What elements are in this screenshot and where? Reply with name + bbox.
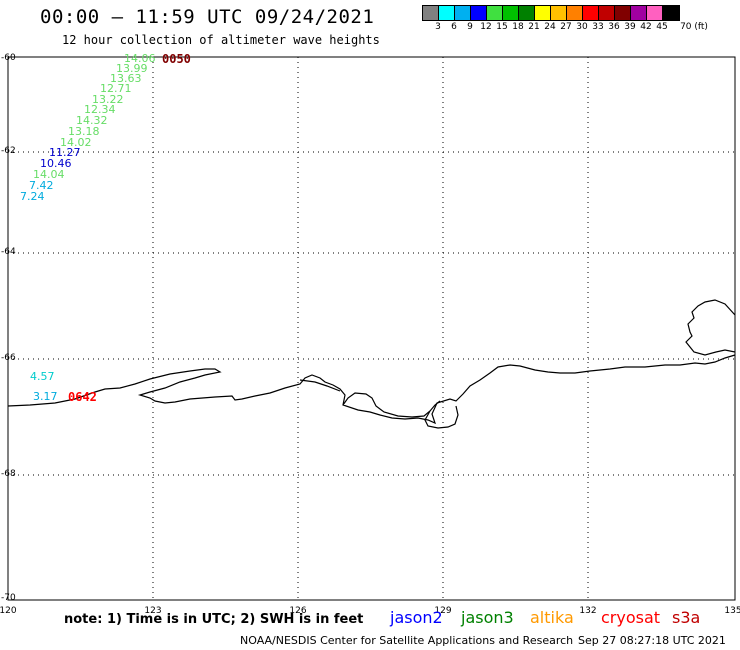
scale-swatch <box>567 6 583 20</box>
x-tick-label: 129 <box>434 606 451 616</box>
x-tick-label: 126 <box>289 606 306 616</box>
scale-label: 27 <box>560 22 572 32</box>
observations: 14.0613.9913.6312.7113.2212.3414.3213.18… <box>20 52 156 403</box>
scale-swatch <box>551 6 567 20</box>
coastline <box>7 354 736 425</box>
scale-label: 24 <box>544 22 556 32</box>
scale-label: 33 <box>592 22 604 32</box>
time-label: 0642 <box>68 390 97 404</box>
wave-height-value: 11.27 <box>49 146 81 159</box>
scale-swatch <box>487 6 503 20</box>
wave-height-value: 3.17 <box>33 390 58 403</box>
scale-swatch <box>663 6 679 20</box>
scale-swatch <box>471 6 487 20</box>
coastline-cape <box>424 405 459 429</box>
scale-label: 30 <box>576 22 588 32</box>
wave-height-value: 13.63 <box>110 72 142 85</box>
coastline-bay <box>342 392 441 418</box>
coastline-inner <box>299 379 341 392</box>
wave-height-value: 7.24 <box>20 190 45 203</box>
color-scale <box>422 5 680 21</box>
y-tick-label: -60 <box>1 53 16 63</box>
wave-height-value: 13.99 <box>116 62 148 75</box>
wave-height-value: 14.04 <box>33 168 65 181</box>
scale-label: 18 <box>512 22 524 32</box>
color-scale-labels: 3 6 9 12 15 18 21 24 27 30 33 36 39 42 45 70 (ft) <box>422 22 740 34</box>
page-title: 00:00 – 11:59 UTC 09/24/2021 <box>40 6 375 28</box>
scale-swatch <box>615 6 631 20</box>
y-tick-label: -66 <box>1 353 16 363</box>
wave-height-value: 7.42 <box>29 179 54 192</box>
wave-height-value: 10.46 <box>40 157 72 170</box>
satellite-legend-item: jason2 <box>390 608 443 627</box>
gridlines <box>8 57 735 600</box>
wave-height-value: 4.57 <box>30 370 55 383</box>
x-tick-label: 135 <box>724 606 740 616</box>
scale-label: 36 <box>608 22 620 32</box>
wave-height-value: 13.18 <box>68 125 100 138</box>
wave-height-value: 13.22 <box>92 93 124 106</box>
x-axis-ticks: 120 123 126 129 132 135 <box>0 606 740 616</box>
wave-height-value: 14.32 <box>76 114 108 127</box>
note-text: note: 1) Time is in UTC; 2) SWH is in fe… <box>64 612 364 627</box>
wave-height-value: 14.02 <box>60 136 92 149</box>
y-axis-ticks: -60 -62 -64 -66 -68 -70 <box>1 53 16 603</box>
scale-label: 70 (ft) <box>680 22 708 32</box>
y-tick-label: -64 <box>1 247 16 257</box>
scale-swatch <box>599 6 615 20</box>
satellite-legend-item: altika <box>530 608 574 627</box>
scale-swatch <box>631 6 647 20</box>
wave-height-value: 12.34 <box>84 103 116 116</box>
y-tick-label: -62 <box>1 146 16 156</box>
scale-label: 12 <box>480 22 492 32</box>
scale-swatch <box>423 6 439 20</box>
map-frame <box>7 56 736 601</box>
scale-label: 39 <box>624 22 636 32</box>
scale-label: 45 <box>656 22 668 32</box>
time-label: 0050 <box>162 52 191 66</box>
satellite-legend-item: s3a <box>672 608 701 627</box>
y-tick-label: -68 <box>1 469 16 479</box>
coastline-east <box>685 299 736 356</box>
satellite-legend-item: jason3 <box>461 608 514 627</box>
scale-label: 6 <box>451 22 457 32</box>
time-labels: 0050 0642 <box>68 52 191 404</box>
satellite-legend-item: cryosat <box>601 608 661 627</box>
credit-timestamp: Sep 27 08:27:18 UTC 2021 <box>578 634 726 647</box>
scale-swatch <box>519 6 535 20</box>
scale-swatch <box>583 6 599 20</box>
scale-swatch <box>535 6 551 20</box>
scale-label: 42 <box>640 22 652 32</box>
scale-swatch <box>439 6 455 20</box>
wave-height-value: 14.06 <box>124 52 156 65</box>
scale-label: 21 <box>528 22 540 32</box>
x-tick-label: 120 <box>0 606 17 616</box>
scale-label: 9 <box>467 22 473 32</box>
y-tick-label: -70 <box>1 593 16 603</box>
scale-swatch <box>647 6 663 20</box>
x-tick-label: 132 <box>579 606 596 616</box>
scale-label: 3 <box>435 22 441 32</box>
scale-swatch <box>503 6 519 20</box>
x-tick-label: 123 <box>144 606 161 616</box>
scale-swatch <box>455 6 471 20</box>
wave-height-value: 12.71 <box>100 82 132 95</box>
scale-label: 15 <box>496 22 508 32</box>
credit-text: NOAA/NESDIS Center for Satellite Applica… <box>240 634 574 647</box>
page-subtitle: 12 hour collection of altimeter wave hei… <box>62 33 380 47</box>
